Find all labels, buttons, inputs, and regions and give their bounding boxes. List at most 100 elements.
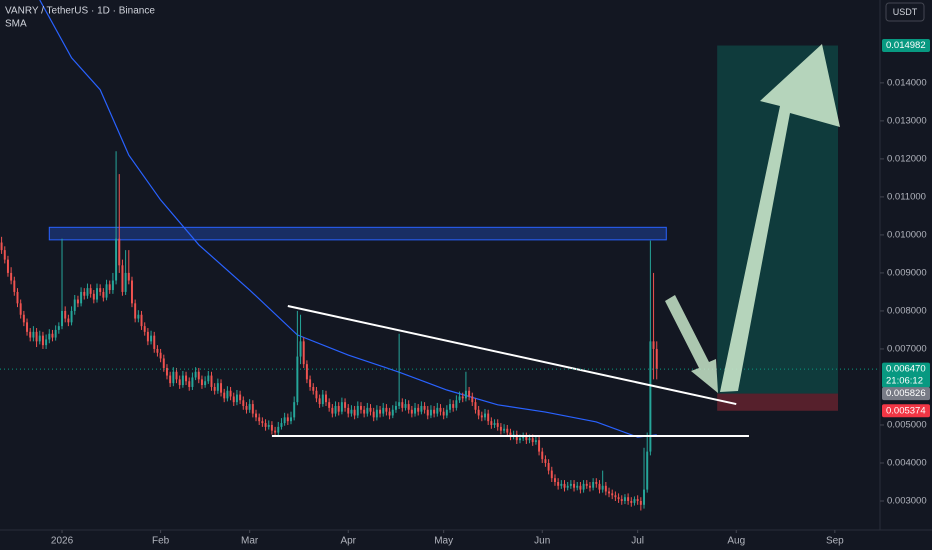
candle-body	[290, 417, 292, 422]
price-tag-label: 0.006470	[886, 364, 926, 375]
candle-body	[401, 402, 404, 408]
candle-body	[258, 417, 261, 422]
candle-body	[608, 491, 611, 494]
candle-body	[340, 402, 343, 412]
candle-body	[458, 396, 461, 401]
candle-body	[630, 500, 633, 503]
candle-body	[623, 497, 626, 501]
candle-body	[506, 428, 509, 433]
candle-body	[515, 434, 518, 441]
y-tick-label: 0.009000	[887, 267, 927, 278]
candle-body	[372, 411, 375, 418]
candle-body	[185, 375, 188, 382]
candle-body	[255, 413, 258, 418]
currency-button[interactable]	[885, 2, 925, 22]
x-tick-label: Feb	[152, 536, 170, 547]
candle-body	[248, 404, 251, 410]
candle-body	[194, 371, 197, 378]
candle-body	[534, 440, 537, 443]
candle-body	[19, 303, 22, 315]
candle-body	[175, 371, 178, 380]
candle-body	[143, 326, 146, 332]
candle-body	[86, 288, 89, 296]
candle-body	[264, 423, 267, 427]
candle-body	[245, 405, 248, 410]
y-tick-label: 0.007000	[887, 343, 927, 354]
candle-body	[220, 383, 223, 393]
candle-body	[83, 291, 86, 296]
candle-body	[398, 402, 401, 406]
candle-body	[350, 409, 353, 414]
candle-body	[261, 421, 264, 424]
candle-body	[455, 400, 458, 408]
candle-body	[10, 272, 13, 281]
candle-body	[525, 436, 528, 441]
candle-body	[480, 415, 483, 418]
candle-body	[620, 499, 623, 501]
candle-body	[210, 375, 213, 387]
candle-body	[102, 291, 105, 298]
candle-body	[550, 470, 553, 479]
candle-body	[127, 272, 130, 281]
candle-body	[531, 438, 534, 443]
candle-body	[652, 341, 655, 349]
candle-body	[13, 280, 16, 292]
x-tick-label: Aug	[727, 536, 745, 547]
candle-body	[487, 413, 490, 422]
candle-body	[3, 250, 6, 260]
candle-body	[318, 398, 321, 405]
candle-body	[445, 409, 448, 416]
candle-body	[105, 284, 108, 298]
candle-body	[29, 331, 32, 338]
candle-body	[499, 426, 502, 431]
candle-body	[375, 409, 378, 418]
candle-body	[347, 407, 350, 414]
candle-body	[385, 407, 388, 412]
candle-body	[585, 483, 588, 486]
candle-body	[331, 407, 334, 414]
candle-body	[627, 497, 630, 501]
candle-body	[76, 299, 79, 304]
candle-body	[576, 485, 579, 488]
candle-body	[391, 409, 394, 416]
axes: 0.003000 0.004000 0.005000 0.007000 0.008000…	[51, 39, 930, 547]
position-stop-zone	[717, 393, 839, 411]
candle-body	[99, 288, 102, 292]
candle-body	[172, 371, 175, 384]
candle-body	[89, 288, 92, 294]
candle-body	[38, 335, 41, 342]
indicator-label: SMA	[5, 19, 27, 30]
candle-body	[197, 371, 200, 380]
chart-title: VANRY / TetherUS · 1D · Binance	[5, 6, 155, 17]
candle-body	[61, 310, 64, 327]
candle-body	[315, 390, 318, 399]
candle-body	[518, 438, 521, 441]
candle-body	[229, 390, 232, 397]
candle-body	[449, 404, 452, 410]
candle-body	[0, 242, 3, 251]
price-tag	[882, 362, 930, 388]
candle-body	[32, 331, 35, 338]
candle-body	[280, 423, 283, 427]
candle-body	[477, 409, 480, 416]
candle-body	[277, 426, 280, 433]
candle-body	[286, 417, 289, 422]
candle-body	[302, 341, 305, 365]
candle-body	[235, 394, 238, 403]
currency-label[interactable]: USDT	[893, 7, 918, 17]
candle-body	[633, 499, 636, 503]
candle-body	[169, 375, 172, 384]
candle-body	[414, 407, 417, 414]
x-tick-label: Sep	[826, 536, 844, 547]
x-tick-label: Mar	[241, 536, 259, 547]
x-tick-label: 2026	[51, 536, 74, 547]
candle-body	[54, 329, 57, 338]
candle-body	[344, 402, 347, 408]
candle-body	[528, 438, 531, 441]
candle-body	[423, 405, 426, 410]
candle-body	[617, 497, 620, 500]
candle-body	[137, 314, 140, 319]
candle-body	[124, 272, 127, 292]
y-tick-label: 0.011000	[887, 191, 926, 202]
